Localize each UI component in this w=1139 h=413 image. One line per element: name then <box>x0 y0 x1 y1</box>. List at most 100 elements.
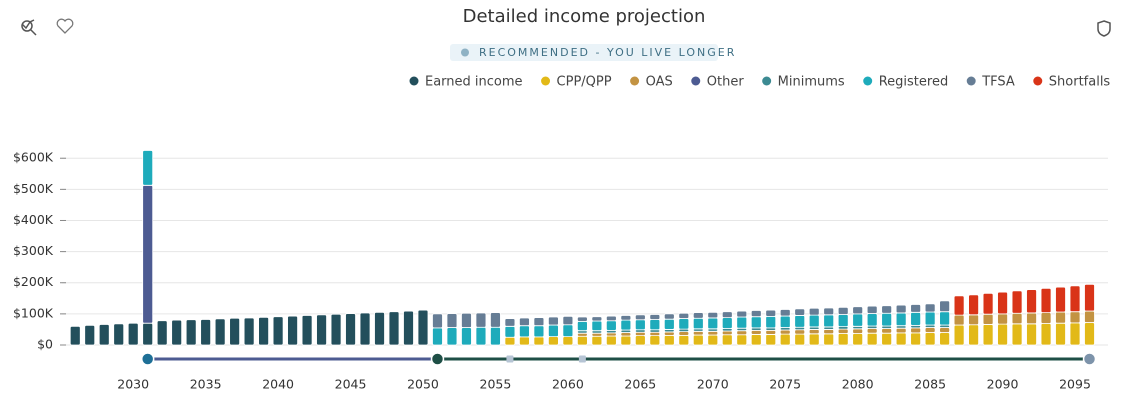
bar-segment <box>1040 312 1052 324</box>
bar-segment <box>142 322 154 346</box>
bar-segment <box>272 316 284 346</box>
bar-segment <box>605 335 617 346</box>
bar-segment <box>533 336 545 346</box>
y-tick-label: $400K <box>13 212 54 227</box>
bar-segment <box>837 333 849 346</box>
bar-segment <box>1011 290 1023 314</box>
x-tick-label: 2050 <box>407 377 439 392</box>
bar-segment <box>649 335 661 346</box>
badge-bg <box>450 44 718 61</box>
bar-segment <box>881 328 893 334</box>
bar-segment <box>388 311 400 346</box>
bar-segment <box>852 328 864 334</box>
bar-segment <box>982 292 994 315</box>
x-tick-label: 2065 <box>624 377 656 392</box>
bar-segment <box>939 332 951 346</box>
bar-segment <box>953 324 965 346</box>
bar-segment <box>461 327 472 346</box>
bar-segment <box>547 324 559 337</box>
bar-segment <box>1011 323 1023 346</box>
bar-segment <box>707 334 719 346</box>
bar-segment <box>663 318 675 330</box>
bar-segment <box>519 336 530 346</box>
timeline-milestone <box>1082 352 1097 366</box>
bar-segment <box>562 315 574 326</box>
bar-segment <box>156 320 168 346</box>
legend-label: Earned income <box>425 75 523 90</box>
bar-segment <box>634 335 646 346</box>
bar-segment <box>345 313 356 346</box>
legend-marker <box>691 76 701 86</box>
bar-segment <box>924 303 936 313</box>
bar-segment <box>547 316 559 326</box>
bar-segment <box>779 333 791 346</box>
bar-segment <box>736 310 748 318</box>
bar-segment <box>446 313 458 328</box>
bar-segment <box>1026 289 1037 314</box>
shield-icon[interactable] <box>1097 20 1111 37</box>
legend-marker <box>966 76 976 86</box>
bar-segment <box>1055 322 1066 346</box>
bar-segment <box>692 317 704 330</box>
x-tick-label: 2075 <box>769 377 801 392</box>
bar-segment <box>620 315 632 321</box>
bar-segment <box>663 313 675 320</box>
bar-segment <box>634 314 646 321</box>
bar-segment <box>808 314 820 328</box>
bar-segment <box>1084 310 1095 323</box>
bar-segment <box>229 317 241 346</box>
bar-segment <box>533 325 545 338</box>
bar-segment <box>823 307 835 316</box>
legend-marker <box>541 76 551 86</box>
bar-segment <box>765 334 777 346</box>
bar-segment <box>620 332 632 337</box>
bar-segment <box>939 327 951 333</box>
bar-segment <box>823 333 835 346</box>
bar-segment <box>736 334 748 346</box>
bar-segment <box>634 331 646 337</box>
bar-segment <box>939 311 951 326</box>
bar-segment <box>432 313 443 329</box>
compare-icon[interactable] <box>21 19 37 36</box>
bar-segment <box>924 311 936 326</box>
bar-segment <box>794 308 806 316</box>
legend-marker <box>409 76 419 86</box>
bar-segment <box>576 332 588 337</box>
bar-segment <box>1069 285 1081 313</box>
bar-segment <box>243 317 255 346</box>
bar-segment <box>649 331 661 337</box>
bar-segment <box>475 312 487 328</box>
bar-segment <box>779 315 791 328</box>
bar-segment <box>185 319 197 346</box>
bar-segment <box>562 336 574 346</box>
bar-segment <box>823 314 835 328</box>
x-tick-label: 2080 <box>842 377 874 392</box>
bar-segment <box>1069 311 1081 324</box>
bar-segment <box>214 318 226 346</box>
bar-segment <box>1026 312 1037 325</box>
legend-label: CPP/QPP <box>557 75 612 90</box>
bar-segment <box>692 312 704 319</box>
bar-segment <box>432 327 443 346</box>
bar-segment <box>98 324 110 346</box>
bar-segment <box>852 313 864 327</box>
x-tick-label: 2085 <box>914 377 946 392</box>
bar-segment <box>779 309 791 317</box>
bar-segment <box>924 327 936 333</box>
bar-segment <box>84 324 96 346</box>
badge-icon <box>461 48 469 57</box>
bar-segment <box>547 336 559 346</box>
bar-segment <box>997 323 1008 346</box>
favorite-icon[interactable] <box>56 18 74 34</box>
legend-label: Registered <box>879 75 949 90</box>
bar-segment <box>576 335 588 346</box>
bar-segment <box>881 305 893 314</box>
bar-segment <box>721 330 733 336</box>
bar-segment <box>750 316 762 329</box>
bar-segment <box>576 316 588 322</box>
legend-marker <box>1033 76 1043 86</box>
timeline-milestone <box>578 355 586 363</box>
bar-segment <box>591 320 603 332</box>
x-tick-label: 2060 <box>552 377 584 392</box>
